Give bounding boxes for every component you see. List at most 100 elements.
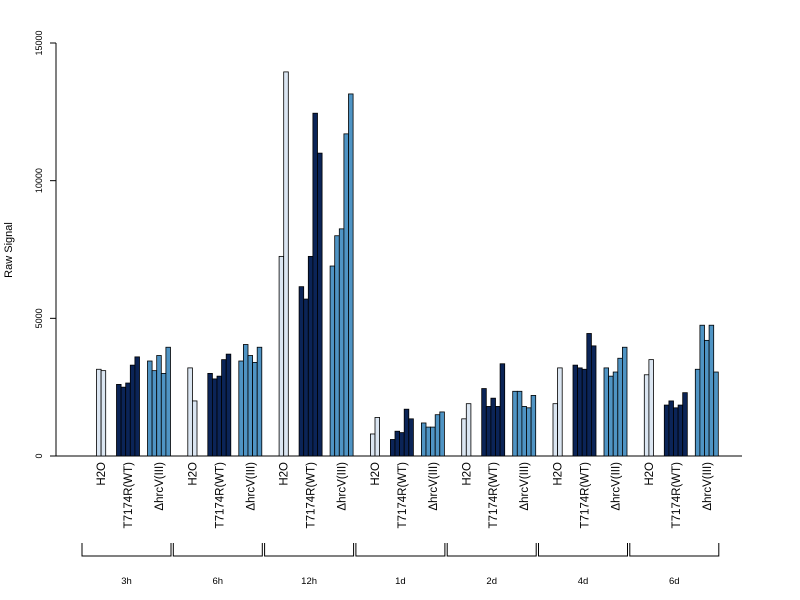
bar-4d-2 bbox=[612, 371, 619, 457]
bar-12h-1 bbox=[283, 71, 289, 457]
condition-label: H2O bbox=[96, 462, 108, 486]
bar-3h-0 bbox=[96, 368, 102, 457]
time-bracket bbox=[355, 543, 446, 557]
bar-6d-1 bbox=[699, 324, 705, 457]
bar-1d-2 bbox=[430, 426, 436, 457]
bar-6d-2 bbox=[704, 339, 710, 457]
condition-label: ΔhrcV(III) bbox=[519, 462, 531, 511]
y-tick-label: 5000 bbox=[34, 308, 44, 328]
bar-2d-0 bbox=[461, 418, 467, 457]
condition-label: T7174R(WT) bbox=[488, 462, 500, 529]
bar-3h-3 bbox=[160, 372, 167, 457]
condition-label: H2O bbox=[187, 462, 199, 486]
bar-4d-0 bbox=[572, 364, 578, 457]
bar-6h-3 bbox=[252, 361, 258, 457]
bar-1d-0 bbox=[420, 422, 427, 457]
bar-6h-0 bbox=[207, 372, 213, 457]
bar-2d-3 bbox=[495, 406, 501, 457]
time-bracket bbox=[538, 543, 628, 557]
y-tick-label: 0 bbox=[34, 453, 44, 458]
condition-label: T7174R(WT) bbox=[397, 462, 409, 529]
bar-4d-3 bbox=[617, 357, 623, 457]
condition-label: T7174R(WT) bbox=[123, 462, 135, 529]
bar-12h-1 bbox=[334, 235, 340, 457]
bar-4d-1 bbox=[557, 367, 563, 457]
y-tick-label: 10000 bbox=[34, 168, 44, 193]
bar-4d-1 bbox=[608, 375, 614, 457]
bar-12h-1 bbox=[303, 298, 309, 457]
bar-3h-0 bbox=[147, 360, 153, 457]
time-bracket bbox=[264, 543, 355, 557]
bar-4d-0 bbox=[552, 403, 558, 457]
bar-2d-2 bbox=[490, 397, 496, 457]
time-bracket bbox=[446, 543, 537, 557]
bar-3h-4 bbox=[134, 356, 140, 457]
time-bracket bbox=[81, 543, 172, 557]
y-axis-label: Raw Signal bbox=[3, 222, 15, 278]
bar-6h-0 bbox=[187, 367, 193, 457]
bar-3h-1 bbox=[151, 370, 158, 457]
bar-6h-1 bbox=[242, 344, 249, 457]
bar-2d-3 bbox=[526, 407, 532, 457]
y-axis-ticks: 0 5000 10000 15000 bbox=[34, 30, 56, 459]
bar-1d-1 bbox=[394, 430, 400, 457]
time-label: 1d bbox=[395, 576, 406, 587]
bar-6d-0 bbox=[663, 404, 670, 457]
condition-label: T7174R(WT) bbox=[214, 462, 226, 529]
bar-4d-1 bbox=[577, 367, 583, 457]
bar-12h-0 bbox=[278, 255, 285, 457]
condition-label: T7174R(WT) bbox=[306, 462, 318, 529]
time-bracket bbox=[172, 543, 263, 557]
bar-1d-4 bbox=[439, 411, 445, 457]
bar-6d-2 bbox=[673, 407, 679, 457]
bar-6d-0 bbox=[643, 374, 650, 457]
bar-3h-2 bbox=[125, 382, 131, 457]
bar-4d-4 bbox=[622, 346, 628, 457]
bar-6h-4 bbox=[256, 346, 263, 457]
bar-1d-1 bbox=[425, 426, 431, 457]
time-bracket bbox=[629, 543, 720, 557]
bar-4d-3 bbox=[586, 333, 592, 457]
bar-3h-4 bbox=[165, 346, 171, 457]
bar-4d-0 bbox=[603, 367, 609, 457]
condition-label: ΔhrcV(III) bbox=[245, 462, 257, 511]
bar-1d-4 bbox=[408, 418, 414, 457]
time-label: 6h bbox=[213, 576, 224, 587]
bar-1d-3 bbox=[403, 408, 410, 457]
time-brackets: 3h 6h 12h 1d 2d 4d 6d bbox=[81, 543, 720, 587]
bar-12h-0 bbox=[298, 286, 305, 457]
condition-label: T7174R(WT) bbox=[671, 462, 683, 529]
bar-2d-4 bbox=[499, 363, 506, 457]
bar-6d-4 bbox=[713, 371, 719, 457]
bar-6h-1 bbox=[211, 378, 218, 457]
time-label: 12h bbox=[301, 576, 317, 587]
bar-12h-0 bbox=[329, 265, 336, 457]
bar-2d-2 bbox=[521, 406, 527, 457]
y-tick-label: 15000 bbox=[34, 30, 44, 55]
time-label: 4d bbox=[578, 576, 589, 587]
condition-label: H2O bbox=[370, 462, 382, 486]
bar-2d-4 bbox=[530, 395, 537, 457]
bar-3h-0 bbox=[116, 384, 122, 457]
condition-label: H2O bbox=[461, 462, 473, 486]
bar-12h-4 bbox=[348, 93, 354, 457]
bar-6h-2 bbox=[247, 355, 253, 457]
bar-1d-2 bbox=[399, 432, 405, 457]
bar-6d-3 bbox=[708, 324, 715, 457]
condition-label: ΔhrcV(III) bbox=[611, 462, 623, 511]
time-label: 2d bbox=[486, 576, 497, 587]
bar-2d-1 bbox=[516, 390, 523, 457]
bar-6d-4 bbox=[682, 392, 688, 457]
bar-12h-4 bbox=[317, 152, 323, 457]
bar-2d-0 bbox=[512, 390, 518, 457]
bar-1d-1 bbox=[374, 417, 380, 457]
condition-label: H2O bbox=[553, 462, 565, 486]
bar-6h-4 bbox=[225, 353, 232, 457]
bar-2d-1 bbox=[485, 406, 492, 457]
bar-12h-3 bbox=[312, 112, 318, 457]
bar-4d-2 bbox=[581, 368, 588, 457]
condition-label: ΔhrcV(III) bbox=[337, 462, 349, 511]
condition-label: ΔhrcV(III) bbox=[154, 462, 166, 511]
bar-2d-1 bbox=[465, 403, 472, 457]
